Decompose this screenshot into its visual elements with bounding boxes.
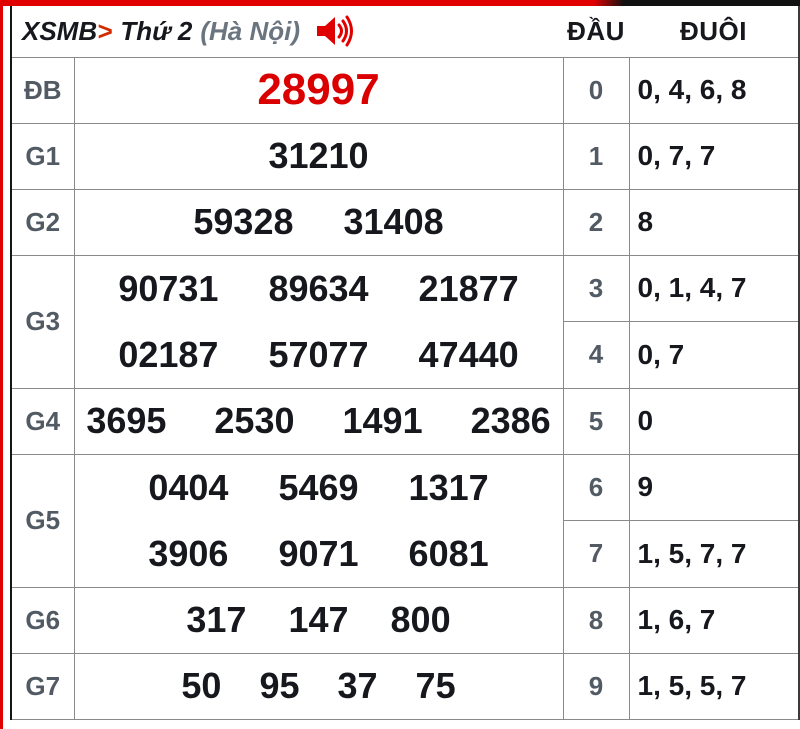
left-accent-strip (0, 0, 3, 729)
prize-number: 31408 (343, 201, 444, 242)
dau-digit: 6 (562, 453, 630, 521)
prize-numbers-g5: 0404 5469 1317 3906 9071 6081 (73, 453, 564, 588)
duoi-values: 8 (628, 188, 800, 256)
prize-number: 21877 (418, 267, 519, 309)
prize-label-g2: G2 (10, 188, 75, 256)
brand-label[interactable]: XSMB (22, 15, 98, 46)
prize-number: 800 (390, 599, 451, 640)
prize-number: 95 (259, 665, 300, 706)
dau-digit: 3 (562, 254, 630, 322)
table-row: G6 317 147 800 8 1, 6, 7 (10, 586, 800, 654)
table-row: G3 90731 89634 21877 02187 57077 47440 3 (10, 254, 800, 389)
prize-numbers-g2: 59328 31408 (73, 188, 564, 256)
table-row: G7 50 95 37 75 9 1, 5, 5, 7 (10, 652, 800, 720)
prize-number: 57077 (268, 333, 369, 375)
prize-number: 1491 (342, 400, 423, 441)
prize-number: 5469 (278, 466, 359, 508)
dau-digit: 4 (562, 321, 630, 389)
prize-number: 89634 (268, 267, 369, 309)
prize-number: 317 (186, 599, 247, 640)
prize-label-g3: G3 (10, 254, 75, 389)
prize-numbers-g1: 31210 (73, 122, 564, 190)
dau-digit: 0 (562, 56, 630, 124)
duoi-values: 9 (628, 453, 800, 521)
prize-number: 2530 (214, 400, 295, 441)
table-row: G1 31210 1 0, 7, 7 (10, 122, 800, 190)
dau-column-header: ĐẦU (563, 6, 629, 58)
xsmb-results-table: XSMB > Thứ 2 (Hà Nội) ĐẦU ĐUÔI (10, 6, 800, 720)
dau-digit: 8 (562, 586, 630, 654)
dau-digit: 5 (562, 387, 630, 455)
prize-number: 0404 (148, 466, 229, 508)
header-row: XSMB > Thứ 2 (Hà Nội) ĐẦU ĐUÔI (11, 6, 799, 58)
speaker-icon[interactable] (316, 15, 358, 47)
table-row: ĐB 28997 0 0, 4, 6, 8 (10, 56, 800, 124)
prize-numbers-g3: 90731 89634 21877 02187 57077 47440 (73, 254, 564, 389)
top-accent-bar (0, 0, 800, 6)
duoi-values: 0 (628, 387, 800, 455)
prize-number: 6081 (408, 532, 489, 574)
table-row: G2 59328 31408 2 8 (10, 188, 800, 256)
prize-number: 59328 (193, 201, 294, 242)
dau-digit: 9 (562, 652, 630, 720)
prize-number: 90731 (118, 267, 219, 309)
prize-number: 50 (181, 665, 222, 706)
prize-label-g4: G4 (10, 387, 75, 455)
prize-number: 3906 (148, 532, 229, 574)
prize-label-g5: G5 (10, 453, 75, 588)
duoi-column-header: ĐUÔI (629, 6, 799, 58)
table-title: XSMB > Thứ 2 (Hà Nội) (22, 15, 563, 47)
prize-number: 3695 (86, 400, 167, 441)
region-label: (Hà Nội) (200, 15, 300, 46)
duoi-values: 1, 6, 7 (628, 586, 800, 654)
prize-label-g7: G7 (10, 652, 75, 720)
draw-day-label: Thứ 2 (120, 15, 193, 46)
table-row: 4 0, 7 (11, 321, 800, 389)
prize-number: 75 (415, 665, 456, 706)
duoi-values: 1, 5, 7, 7 (628, 520, 800, 588)
duoi-values: 0, 1, 4, 7 (628, 254, 800, 322)
duoi-values: 1, 5, 5, 7 (628, 652, 800, 720)
prize-number: 37 (337, 665, 378, 706)
prize-label-g1: G1 (10, 122, 75, 190)
table-title-cell: XSMB > Thứ 2 (Hà Nội) (11, 6, 563, 58)
prize-label-g6: G6 (10, 586, 75, 654)
breadcrumb-arrow: > (97, 15, 113, 46)
prize-numbers-g6: 317 147 800 (73, 586, 564, 654)
table-row: G4 3695 2530 1491 2386 5 0 (10, 387, 800, 455)
duoi-values: 0, 4, 6, 8 (628, 56, 800, 124)
dau-digit: 7 (562, 520, 630, 588)
prize-number: 47440 (418, 333, 519, 375)
prize-number: 28997 (257, 65, 380, 114)
prize-numbers-g7: 50 95 37 75 (73, 652, 564, 720)
prize-number: 2386 (470, 400, 551, 441)
prize-label-db: ĐB (10, 56, 75, 124)
prize-number: 1317 (408, 466, 489, 508)
dau-digit: 1 (562, 122, 630, 190)
prize-number: 147 (288, 599, 349, 640)
prize-number: 9071 (278, 532, 359, 574)
duoi-values: 0, 7, 7 (628, 122, 800, 190)
prize-number: 31210 (268, 135, 369, 176)
dau-digit: 2 (562, 188, 630, 256)
table-row: 7 1, 5, 7, 7 (11, 520, 800, 588)
prize-number: 02187 (118, 333, 219, 375)
prize-numbers-g4: 3695 2530 1491 2386 (73, 387, 564, 455)
table-row: G5 0404 5469 1317 3906 9071 6081 6 9 (10, 453, 800, 588)
prize-numbers-db: 28997 (73, 56, 564, 124)
duoi-values: 0, 7 (628, 321, 800, 389)
